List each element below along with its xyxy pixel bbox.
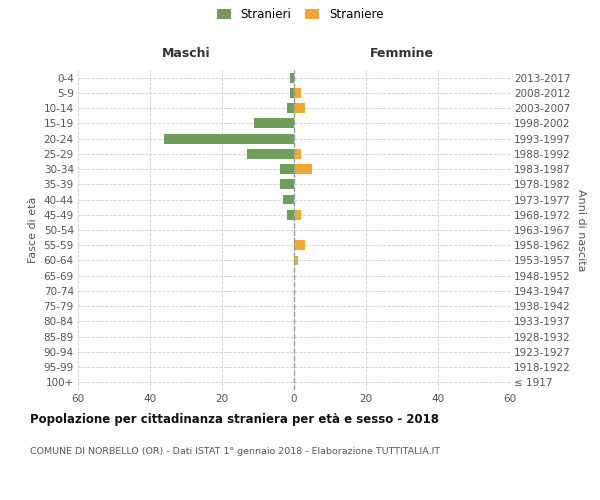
Bar bbox=[294, 240, 305, 250]
Bar bbox=[294, 164, 312, 174]
Bar bbox=[294, 149, 301, 159]
Bar bbox=[280, 180, 294, 189]
Text: Popolazione per cittadinanza straniera per età e sesso - 2018: Popolazione per cittadinanza straniera p… bbox=[30, 412, 439, 426]
Bar bbox=[294, 103, 305, 113]
Text: Maschi: Maschi bbox=[161, 48, 211, 60]
Bar bbox=[287, 210, 294, 220]
Bar bbox=[283, 194, 294, 204]
Bar bbox=[254, 118, 294, 128]
Bar bbox=[247, 149, 294, 159]
Bar bbox=[287, 103, 294, 113]
Bar bbox=[294, 256, 298, 266]
Bar bbox=[290, 88, 294, 98]
Bar bbox=[280, 164, 294, 174]
Legend: Stranieri, Straniere: Stranieri, Straniere bbox=[214, 6, 386, 24]
Bar bbox=[294, 210, 301, 220]
Bar bbox=[294, 88, 301, 98]
Y-axis label: Anni di nascita: Anni di nascita bbox=[577, 188, 586, 271]
Y-axis label: Fasce di età: Fasce di età bbox=[28, 197, 38, 263]
Text: COMUNE DI NORBELLO (OR) - Dati ISTAT 1° gennaio 2018 - Elaborazione TUTTITALIA.I: COMUNE DI NORBELLO (OR) - Dati ISTAT 1° … bbox=[30, 448, 440, 456]
Bar bbox=[290, 72, 294, 83]
Text: Femmine: Femmine bbox=[370, 48, 434, 60]
Bar bbox=[164, 134, 294, 143]
